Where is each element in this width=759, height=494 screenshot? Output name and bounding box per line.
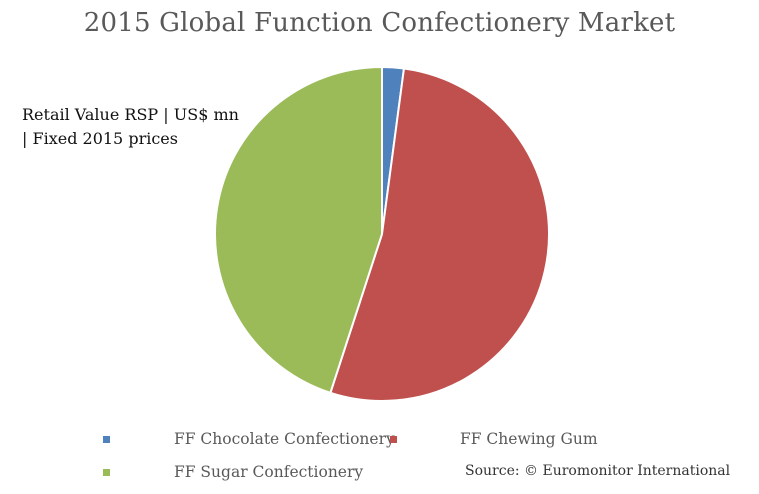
legend-label-chocolate: FF Chocolate Confectionery [174,430,395,448]
subtitle-line-1: Retail Value RSP | US$ mn [22,105,239,124]
legend-swatch-chocolate [103,436,110,443]
legend-label-chewing-gum: FF Chewing Gum [460,430,598,448]
legend-swatch-chewing-gum [390,436,397,443]
chart-title: 2015 Global Function Confectionery Marke… [83,8,676,38]
legend-label-sugar: FF Sugar Confectionery [174,463,364,481]
pie-slices [214,65,550,402]
slice-sugar [214,65,383,395]
subtitle-line-2: | Fixed 2015 prices [22,129,178,148]
source-note: Source: © Euromonitor International [465,463,731,479]
slice-chewing-gum [329,67,550,402]
legend-swatch-sugar [103,469,110,476]
chart-subtitle: Retail Value RSP | US$ mn | Fixed 2015 p… [22,103,262,151]
